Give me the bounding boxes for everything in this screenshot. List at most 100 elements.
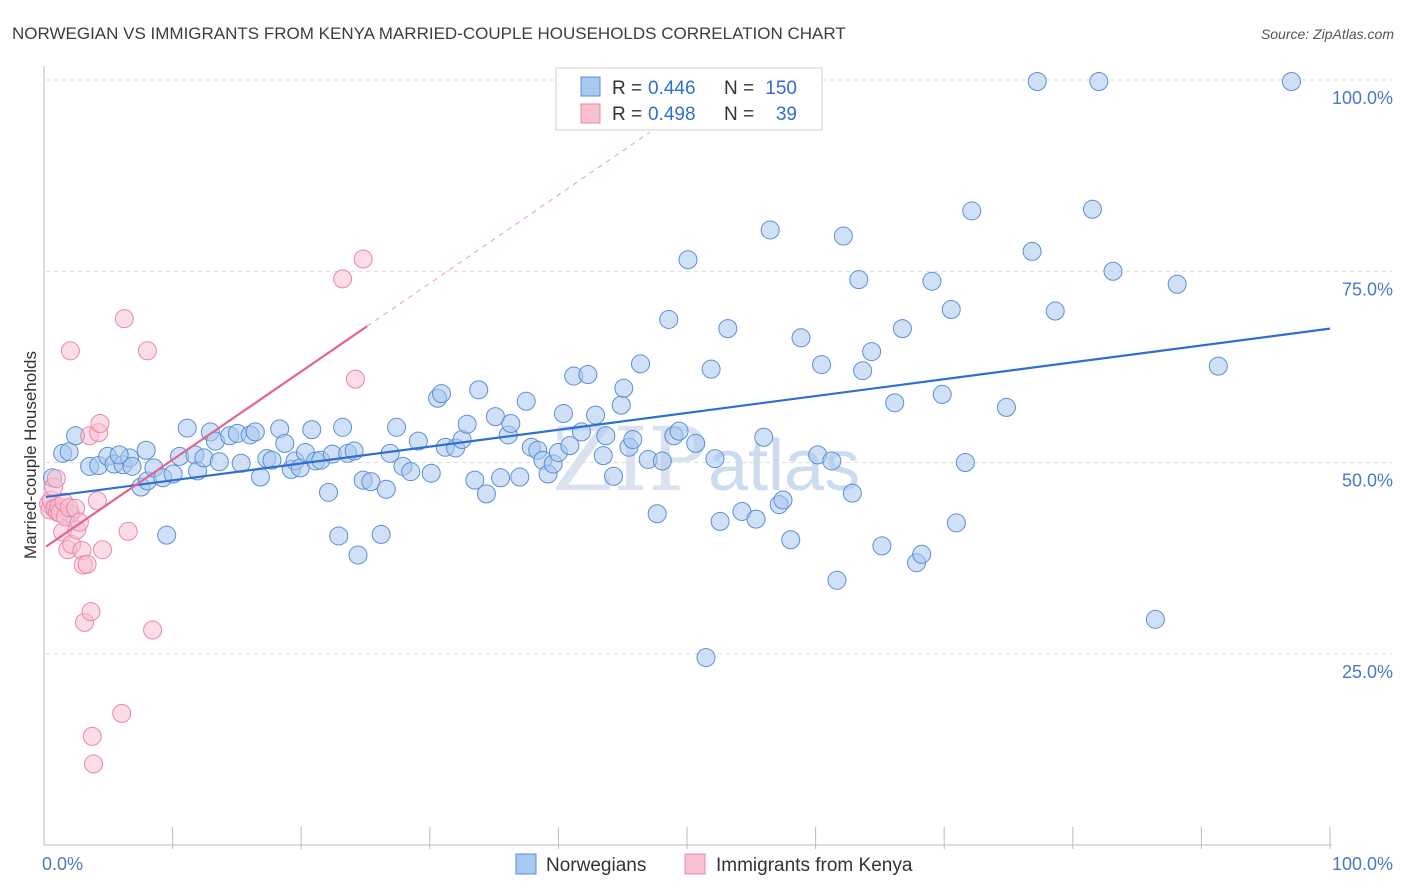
point-norwegians — [59, 442, 79, 462]
point-norwegians — [136, 440, 156, 460]
trend-lines — [45, 325, 1331, 548]
point-kenya — [90, 413, 110, 433]
point-kenya — [92, 540, 112, 560]
bottom-legend: Norwegians Immigrants from Kenya — [515, 853, 913, 876]
point-norwegians — [401, 462, 421, 482]
point-norwegians — [1027, 72, 1047, 92]
point-norwegians — [833, 226, 853, 246]
point-norwegians — [623, 430, 643, 450]
chart-title: NORWEGIAN VS IMMIGRANTS FROM KENYA MARRI… — [12, 24, 846, 43]
point-kenya — [137, 341, 157, 361]
point-norwegians — [476, 484, 496, 504]
point-norwegians — [822, 451, 842, 471]
point-norwegians — [109, 445, 129, 465]
point-norwegians — [849, 270, 869, 290]
point-norwegians — [669, 421, 689, 441]
point-norwegians — [348, 545, 368, 565]
point-norwegians — [686, 433, 706, 453]
point-norwegians — [245, 422, 265, 442]
point-norwegians — [501, 413, 521, 433]
point-norwegians — [1145, 609, 1165, 629]
bottom-legend-swatch-norwegians — [515, 853, 537, 875]
trend-line-kenya — [45, 325, 368, 548]
point-kenya — [333, 269, 353, 289]
legend-n-value-2: 39 — [776, 104, 797, 125]
point-norwegians — [827, 570, 847, 590]
legend-r-label-2: R = — [612, 104, 642, 125]
point-norwegians — [302, 420, 322, 440]
legend-n-label-2: N = — [724, 104, 754, 125]
y-tick-label: 25.0% — [1342, 662, 1393, 682]
y-tick-label: 50.0% — [1342, 471, 1393, 491]
point-norwegians — [962, 201, 982, 221]
point-norwegians — [604, 466, 624, 486]
point-norwegians — [791, 328, 811, 348]
point-norwegians — [941, 300, 961, 319]
point-norwegians — [516, 391, 536, 411]
legend-r-label-1: R = — [612, 78, 642, 99]
point-norwegians — [760, 220, 780, 240]
point-norwegians — [754, 427, 774, 447]
point-norwegians — [578, 365, 598, 385]
point-norwegians — [872, 536, 892, 556]
point-norwegians — [157, 525, 177, 545]
point-norwegians — [912, 544, 932, 564]
y-tick-labels: 25.0% 50.0% 75.0% 100.0% — [1332, 88, 1393, 682]
point-norwegians — [491, 468, 511, 488]
point-norwegians — [593, 446, 613, 466]
legend: R = 0.446 N = 150 R = 0.498 N = 39 — [555, 67, 823, 131]
bottom-legend-swatch-kenya — [684, 853, 706, 875]
point-norwegians — [614, 378, 634, 398]
point-norwegians — [560, 436, 580, 456]
legend-swatch-norwegians — [580, 76, 601, 97]
axes — [43, 66, 1332, 849]
point-norwegians — [885, 393, 905, 413]
point-norwegians — [553, 404, 573, 424]
point-norwegians — [209, 452, 229, 472]
point-norwegians — [659, 309, 679, 329]
point-kenya — [60, 341, 80, 361]
trend-line-norwegians — [45, 327, 1331, 499]
point-norwegians — [746, 509, 766, 529]
point-norwegians — [842, 483, 862, 503]
point-norwegians — [996, 397, 1016, 417]
point-norwegians — [853, 361, 873, 381]
x-tick-label: 100.0% — [1332, 854, 1393, 874]
legend-r-value-1: 0.446 — [648, 78, 696, 99]
bottom-legend-label-norwegians: Norwegians — [546, 855, 646, 876]
y-tick-label: 100.0% — [1332, 88, 1393, 108]
point-kenya — [112, 703, 132, 723]
point-norwegians — [678, 250, 698, 270]
scatter-points — [39, 72, 1301, 774]
point-norwegians — [932, 384, 952, 404]
point-kenya — [77, 554, 97, 574]
point-kenya — [143, 620, 163, 640]
point-norwegians — [630, 354, 650, 374]
point-norwegians — [955, 453, 975, 472]
trend-line-kenya-extension — [366, 131, 650, 327]
point-norwegians — [892, 319, 912, 339]
point-kenya — [81, 602, 101, 622]
point-norwegians — [718, 319, 738, 339]
legend-n-label-1: N = — [724, 78, 754, 99]
point-norwegians — [862, 342, 882, 362]
point-norwegians — [1281, 72, 1301, 92]
bottom-legend-label-kenya: Immigrants from Kenya — [716, 855, 913, 876]
point-norwegians — [1082, 199, 1102, 219]
x-tick-labels: 0.0% 100.0% — [42, 854, 1393, 874]
point-norwegians — [1045, 301, 1065, 321]
point-norwegians — [946, 513, 966, 533]
legend-swatch-kenya — [580, 103, 601, 124]
point-norwegians — [469, 380, 489, 400]
point-norwegians — [1022, 241, 1042, 261]
point-norwegians — [696, 648, 716, 668]
trend-extension — [366, 131, 650, 327]
point-norwegians — [361, 472, 381, 492]
point-norwegians — [781, 530, 801, 550]
point-norwegians — [652, 451, 672, 471]
point-norwegians — [371, 524, 391, 544]
y-axis-label: Married-couple Households — [21, 351, 40, 559]
point-kenya — [114, 309, 134, 329]
point-norwegians — [705, 449, 725, 469]
